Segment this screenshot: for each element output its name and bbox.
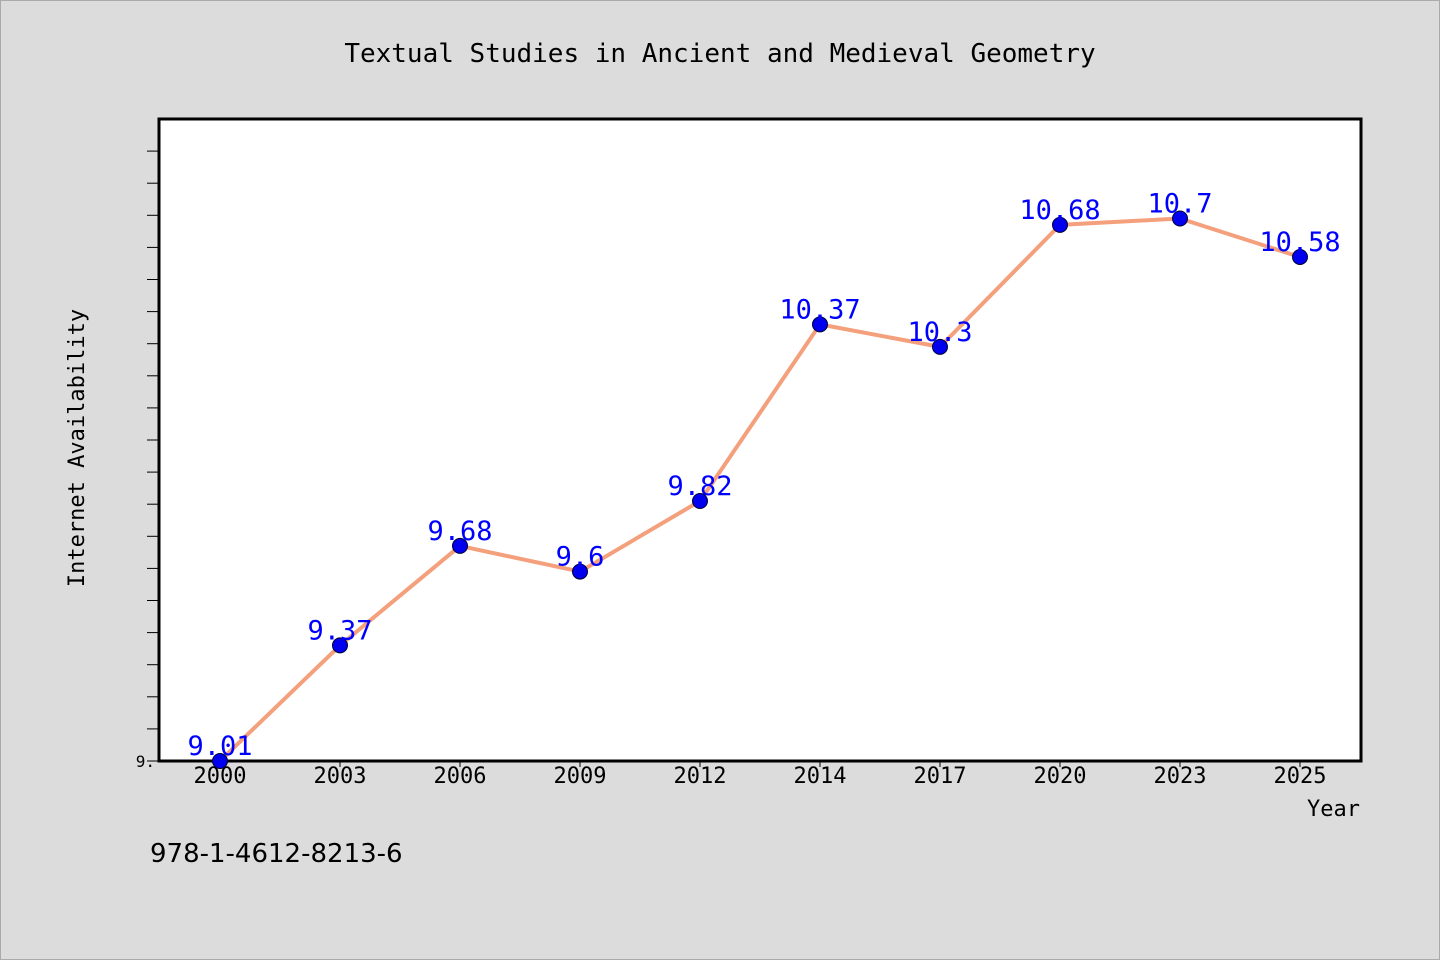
data-point (452, 537, 468, 554)
data-label: 9.01 (187, 731, 252, 762)
data-label: 9.6 (556, 542, 605, 573)
series-layer (212, 210, 1308, 769)
data-label: 10.58 (1259, 227, 1340, 258)
y-axis-ticks: 9. (136, 150, 159, 771)
data-point (1172, 210, 1188, 227)
data-label: 9.37 (307, 615, 372, 646)
data-label-layer: 9.01 9.37 9.68 9.6 9.82 10.37 10.3 10.68 10.7 10.… (187, 189, 1340, 763)
x-tick-label: 2023 (1154, 764, 1207, 789)
x-tick-label: 2014 (794, 764, 847, 789)
x-tick-label: 2020 (1034, 764, 1087, 789)
data-label: 9.82 (667, 471, 732, 502)
data-point (692, 493, 708, 509)
y-tick-label: 9. (136, 752, 155, 771)
data-label: 10.37 (779, 294, 860, 325)
data-point (1052, 216, 1068, 233)
series-line (218, 216, 1302, 763)
data-label: 10.7 (1147, 189, 1212, 220)
footnote-isbn: 978-1-4612-8213-6 (150, 839, 403, 869)
data-point (812, 316, 828, 333)
data-label: 9.68 (427, 516, 492, 547)
x-tick-label: 2006 (434, 764, 487, 789)
data-label: 10.3 (907, 317, 972, 348)
plot-area (157, 117, 1363, 763)
x-axis-label: Year (1307, 797, 1360, 822)
x-tick-label: 2003 (314, 764, 367, 789)
data-point (932, 338, 948, 355)
x-tick-label: 2009 (554, 764, 607, 789)
x-axis-ticks: 2000 2003 2006 2009 2012 2014 2017 2020 2023 2025 (194, 761, 1327, 789)
data-point (1292, 249, 1308, 265)
y-axis-label: Internet Availability (65, 309, 90, 587)
x-tick-label: 2025 (1274, 764, 1327, 789)
chart-title: Textual Studies in Ancient and Medieval … (344, 39, 1095, 69)
data-label: 10.68 (1019, 195, 1100, 226)
data-point (572, 563, 588, 580)
data-point (332, 637, 348, 654)
data-point (212, 753, 228, 769)
x-tick-label: 2012 (674, 764, 727, 789)
x-tick-label: 2017 (914, 764, 967, 789)
